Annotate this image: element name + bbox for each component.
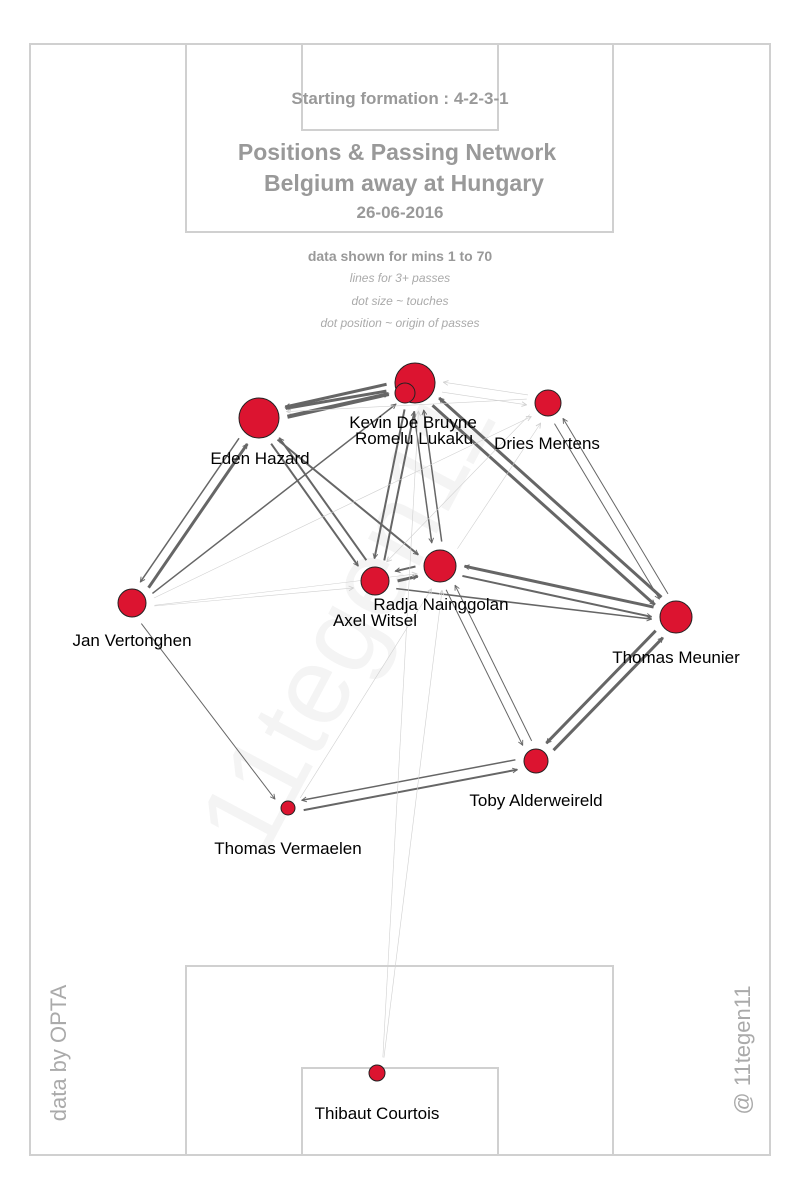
source-credit: data by OPTA — [46, 984, 71, 1121]
player-dot — [423, 549, 457, 583]
pass-arrow — [383, 411, 414, 561]
position-note: dot position ~ origin of passes — [320, 316, 479, 330]
player-label: Axel Witsel — [333, 611, 417, 630]
pass-arrow — [563, 418, 669, 595]
pass-arrow — [270, 443, 359, 566]
pass-arrow — [382, 411, 419, 1058]
player-label: Romelu Lukaku — [355, 429, 473, 448]
pass-arrow — [151, 404, 396, 595]
pass-arrow — [276, 438, 419, 556]
player-dot — [659, 600, 693, 634]
pass-arrow — [413, 411, 432, 542]
size-note: dot size ~ touches — [351, 294, 448, 308]
player-dot — [280, 800, 296, 816]
goal-box-bottom — [301, 1067, 499, 1156]
pass-arrow — [395, 565, 416, 572]
player-dot — [117, 588, 147, 618]
date: 26-06-2016 — [357, 203, 444, 222]
lines-note: lines for 3+ passes — [350, 271, 450, 285]
pass-arrow — [383, 590, 442, 1058]
pass-arrow — [545, 629, 657, 745]
pass-arrow — [153, 417, 531, 599]
pass-arrow — [285, 382, 387, 407]
pass-arrow — [387, 414, 530, 562]
player-label: Thomas Vermaelen — [214, 839, 361, 858]
pass-arrow — [431, 404, 656, 606]
pass-arrow — [140, 623, 275, 800]
player-dot — [394, 382, 416, 404]
player-label: Thibaut Courtois — [315, 1104, 440, 1123]
pass-arrow — [286, 392, 388, 419]
player-label: Eden Hazard — [210, 449, 309, 468]
pass-arrow — [147, 443, 249, 589]
player-label: Kevin De Bruyne — [349, 413, 477, 432]
pass-arrow — [455, 585, 533, 742]
player-label: Dries Mertens — [494, 434, 600, 453]
pass-arrow — [374, 409, 406, 558]
goal-box-top — [301, 43, 499, 131]
pass-arrow — [438, 396, 663, 599]
edges — [139, 382, 669, 1058]
pass-arrow — [278, 438, 368, 561]
pass-arrow — [465, 566, 654, 609]
pass-arrow — [286, 389, 387, 408]
pass-arrow — [424, 410, 443, 542]
player-dot — [534, 389, 562, 417]
minutes-note: data shown for mins 1 to 70 — [308, 248, 493, 264]
pass-arrow — [443, 382, 529, 396]
pass-arrow — [457, 423, 540, 549]
author-credit: @ 11tegen11 — [730, 985, 755, 1114]
player-label: Thomas Meunier — [612, 648, 740, 667]
player-dot — [523, 748, 549, 774]
pass-arrow — [302, 759, 516, 800]
player-label: Toby Alderweireld — [469, 791, 602, 810]
pass-arrow — [303, 770, 518, 812]
player-dot — [360, 566, 390, 596]
pass-arrow — [154, 588, 353, 607]
pass-arrow — [552, 636, 664, 752]
match: Belgium away at Hungary — [264, 170, 544, 196]
player-dot — [238, 397, 280, 439]
pass-arrow — [299, 589, 431, 799]
pass-arrow — [554, 423, 659, 599]
pass-arrow — [287, 398, 527, 411]
title: Positions & Passing Network — [238, 139, 556, 165]
pass-arrow — [445, 589, 523, 746]
formation: Starting formation : 4-2-3-1 — [291, 89, 508, 108]
pass-arrow — [441, 391, 527, 405]
pass-arrow — [139, 437, 240, 582]
player-label: Radja Nainggolan — [373, 595, 508, 614]
player-label: Jan Vertonghen — [72, 631, 191, 650]
player-dot — [368, 1064, 386, 1082]
pass-arrow — [462, 574, 651, 617]
